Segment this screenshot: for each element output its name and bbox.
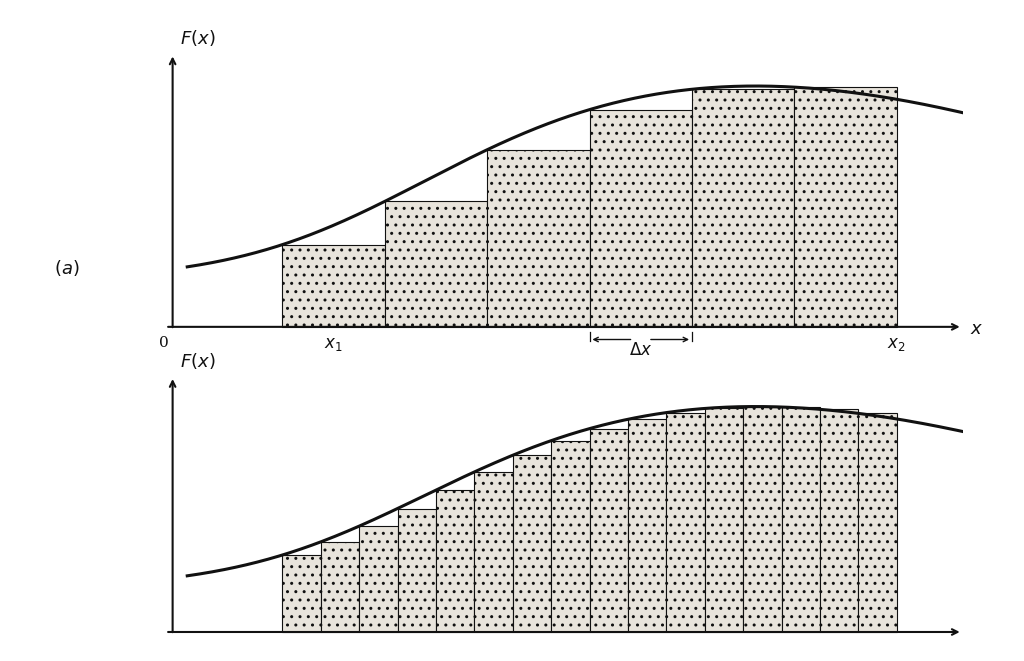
Bar [474,472,513,632]
Bar [397,508,436,632]
Bar [359,526,397,632]
Text: $F(x)$: $F(x)$ [180,28,215,48]
Bar [692,89,795,327]
Text: $x_1$: $x_1$ [325,336,343,353]
Text: $\Delta x$: $\Delta x$ [629,342,652,359]
Bar [283,555,321,632]
Bar [781,407,820,632]
Text: $x_2$: $x_2$ [888,336,906,353]
Bar [321,542,359,632]
Text: $(a)$: $(a)$ [54,258,79,278]
Bar [385,202,487,327]
Text: 0: 0 [159,336,169,350]
Bar [628,419,667,632]
Bar [590,428,628,632]
Bar [487,150,590,327]
Bar [436,490,474,632]
Bar [820,409,858,632]
Bar [743,407,781,632]
Text: $F(x)$: $F(x)$ [180,351,215,371]
Bar [283,245,385,327]
Bar [795,87,897,327]
Bar [858,413,897,632]
Text: $x$: $x$ [970,321,983,338]
Bar [513,455,551,632]
Bar [667,412,705,632]
Bar [705,408,743,632]
Bar [551,441,590,632]
Bar [590,110,692,327]
